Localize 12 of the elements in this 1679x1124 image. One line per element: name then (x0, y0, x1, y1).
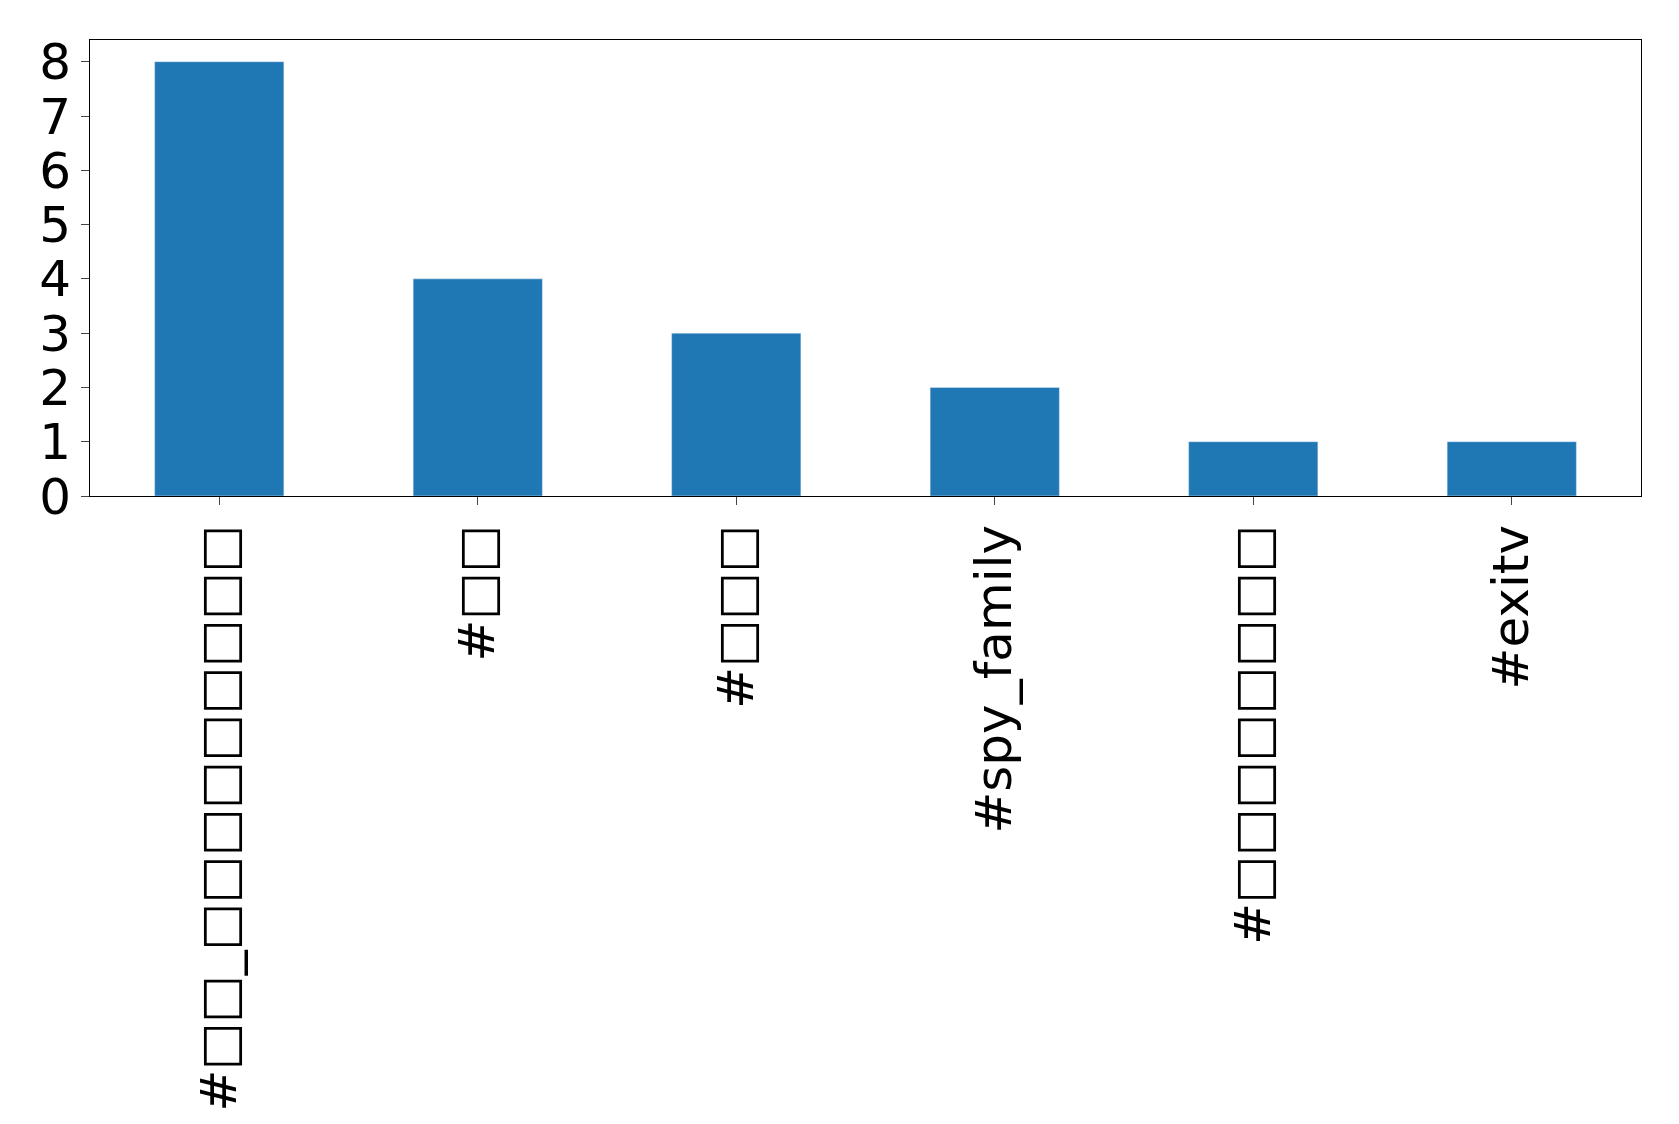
x-tick-label: #□□□□□□□□ (1223, 525, 1282, 945)
x-tick-label: #spy_family (965, 525, 1023, 834)
x-tick-label: #□□_□□□□□□□□□ (189, 525, 248, 1112)
bar (154, 61, 285, 496)
x-tick-label: #exitv (1482, 525, 1540, 690)
x-tick-label: #□□□ (706, 525, 765, 709)
bar (412, 278, 543, 496)
bar (929, 387, 1060, 496)
bar (1446, 441, 1577, 496)
bar (671, 332, 802, 496)
x-tick-label: #□□ (448, 525, 506, 662)
bar (1188, 441, 1319, 496)
